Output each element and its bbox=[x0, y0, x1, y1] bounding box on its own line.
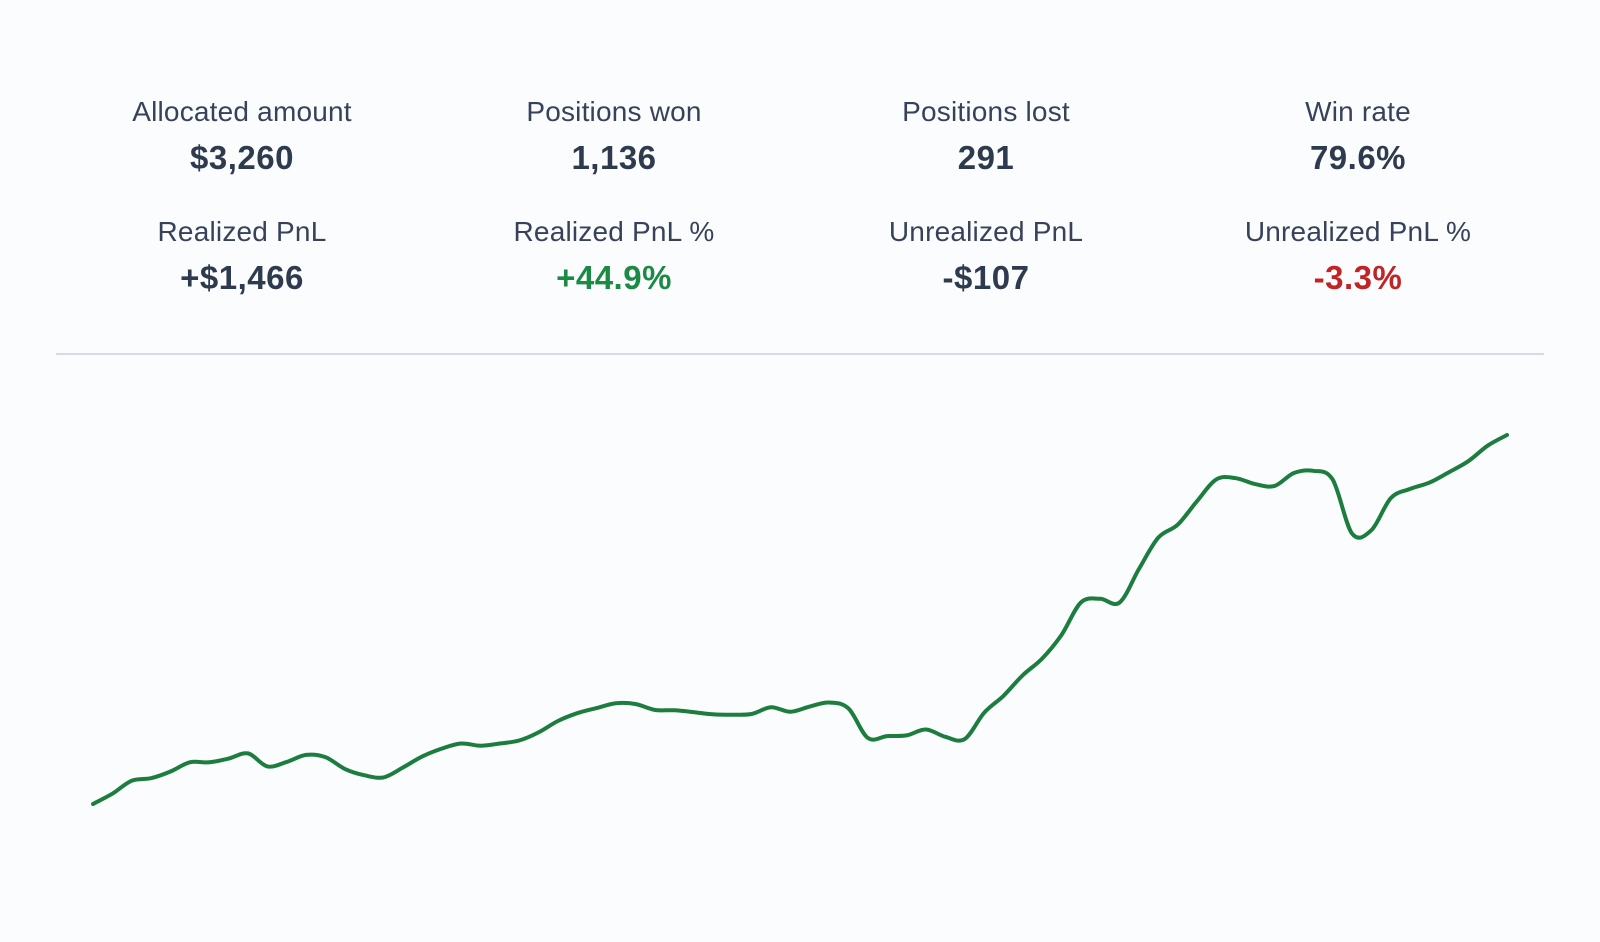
stat-value: 79.6% bbox=[1309, 139, 1407, 176]
stat-value: -3.3% bbox=[1313, 259, 1403, 296]
stat-label: Positions won bbox=[526, 96, 702, 127]
stat-value: +44.9% bbox=[556, 259, 672, 296]
stat-unrealized-pnl: Unrealized PnL -$107 bbox=[800, 215, 1172, 299]
stat-allocated-amount: Allocated amount $3,260 bbox=[56, 95, 428, 179]
stat-label: Realized PnL bbox=[157, 216, 327, 247]
stat-positions-lost: Positions lost 291 bbox=[800, 95, 1172, 179]
stat-realized-pnl: Realized PnL +$1,466 bbox=[56, 215, 428, 299]
stat-label: Positions lost bbox=[902, 96, 1070, 127]
stat-realized-pnl-percent: Realized PnL % +44.9% bbox=[428, 215, 800, 299]
stat-unrealized-pnl-percent: Unrealized PnL % -3.3% bbox=[1172, 215, 1544, 299]
stat-positions-won: Positions won 1,136 bbox=[428, 95, 800, 179]
pnl-line-chart bbox=[91, 433, 1509, 806]
stat-value: $3,260 bbox=[190, 139, 294, 176]
stat-win-rate: Win rate 79.6% bbox=[1172, 95, 1544, 179]
stat-label: Allocated amount bbox=[132, 96, 352, 127]
pnl-series-line bbox=[91, 433, 1509, 806]
divider bbox=[56, 353, 1544, 355]
stat-value: -$107 bbox=[942, 259, 1030, 296]
stat-label: Realized PnL % bbox=[513, 216, 715, 247]
pnl-chart bbox=[0, 360, 1600, 942]
stat-value: +$1,466 bbox=[180, 259, 304, 296]
stat-value: 1,136 bbox=[571, 139, 657, 176]
stat-label: Unrealized PnL bbox=[888, 216, 1084, 247]
stat-value: 291 bbox=[957, 139, 1015, 176]
stats-grid: Allocated amount $3,260 Positions won 1,… bbox=[56, 95, 1544, 299]
stat-label: Unrealized PnL % bbox=[1244, 216, 1472, 247]
stat-label: Win rate bbox=[1305, 96, 1411, 127]
